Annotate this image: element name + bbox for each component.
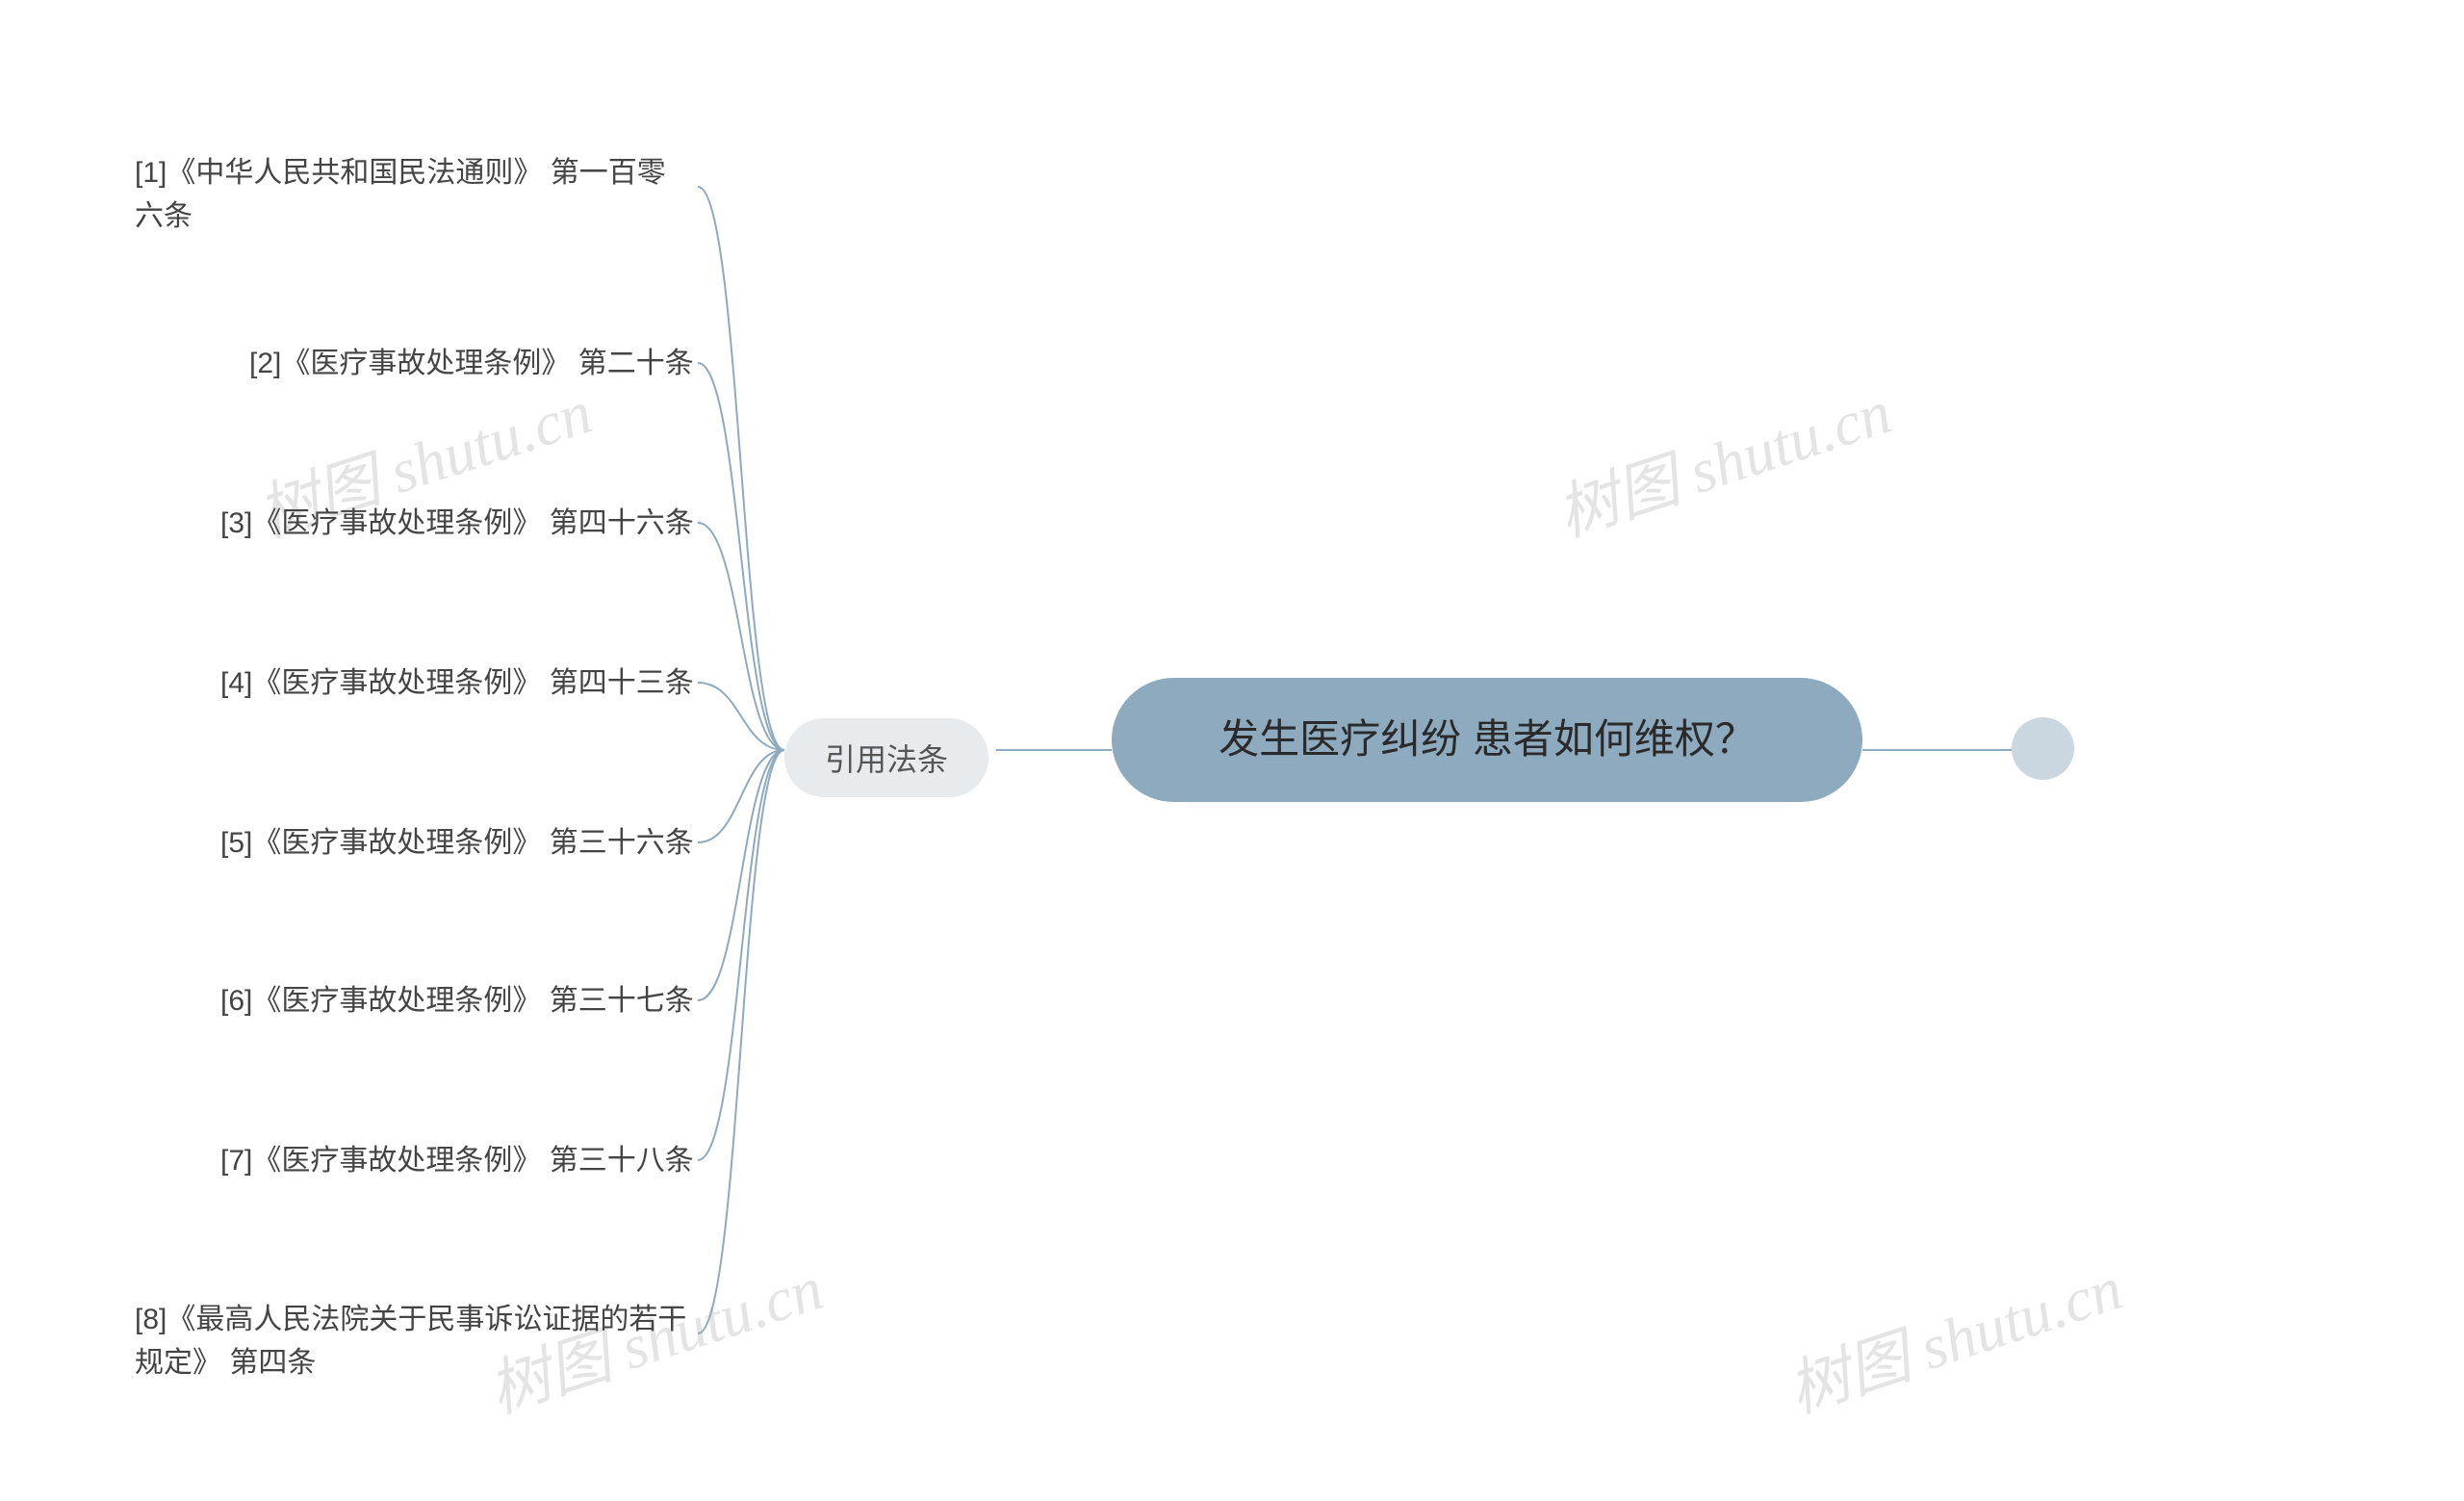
leaf-node[interactable]: [5]《医疗事故处理条例》 第三十六条 (220, 821, 721, 865)
leaf-node[interactable]: [8]《最高人民法院关于民事诉讼证据的若干规定》 第四条 (135, 1298, 712, 1385)
leaf-node[interactable]: [7]《医疗事故处理条例》 第三十八条 (220, 1139, 721, 1182)
leaf-node[interactable]: [4]《医疗事故处理条例》 第四十三条 (220, 661, 721, 705)
leaf-node[interactable]: [3]《医疗事故处理条例》 第四十六条 (220, 502, 721, 545)
right-stub-node[interactable] (2012, 717, 2074, 780)
root-node[interactable]: 发生医疗纠纷 患者如何维权？ (1112, 678, 1862, 802)
connector-leaf-3 (698, 523, 784, 750)
intermediate-node[interactable]: 引用法条 (784, 718, 988, 797)
connector-leaf-6 (698, 750, 784, 1000)
connector-leaf-7 (698, 750, 784, 1160)
watermark: 树图 shutu.cn (1545, 363, 1901, 554)
root-label: 发生医疗纠纷 患者如何维权？ (1219, 716, 1756, 762)
mindmap-canvas: 树图 shutu.cn 树图 shutu.cn 树图 shutu.cn 树图 s… (0, 0, 2464, 1501)
intermediate-label: 引用法条 (825, 736, 948, 780)
leaf-node[interactable]: [2]《医疗事故处理条例》 第二十条 (249, 342, 731, 385)
watermark: 树图 shutu.cn (1776, 1239, 2132, 1430)
leaf-node[interactable]: [1]《中华人民共和国民法通则》 第一百零六条 (135, 151, 683, 238)
leaf-node[interactable]: [6]《医疗事故处理条例》 第三十七条 (220, 979, 721, 1022)
